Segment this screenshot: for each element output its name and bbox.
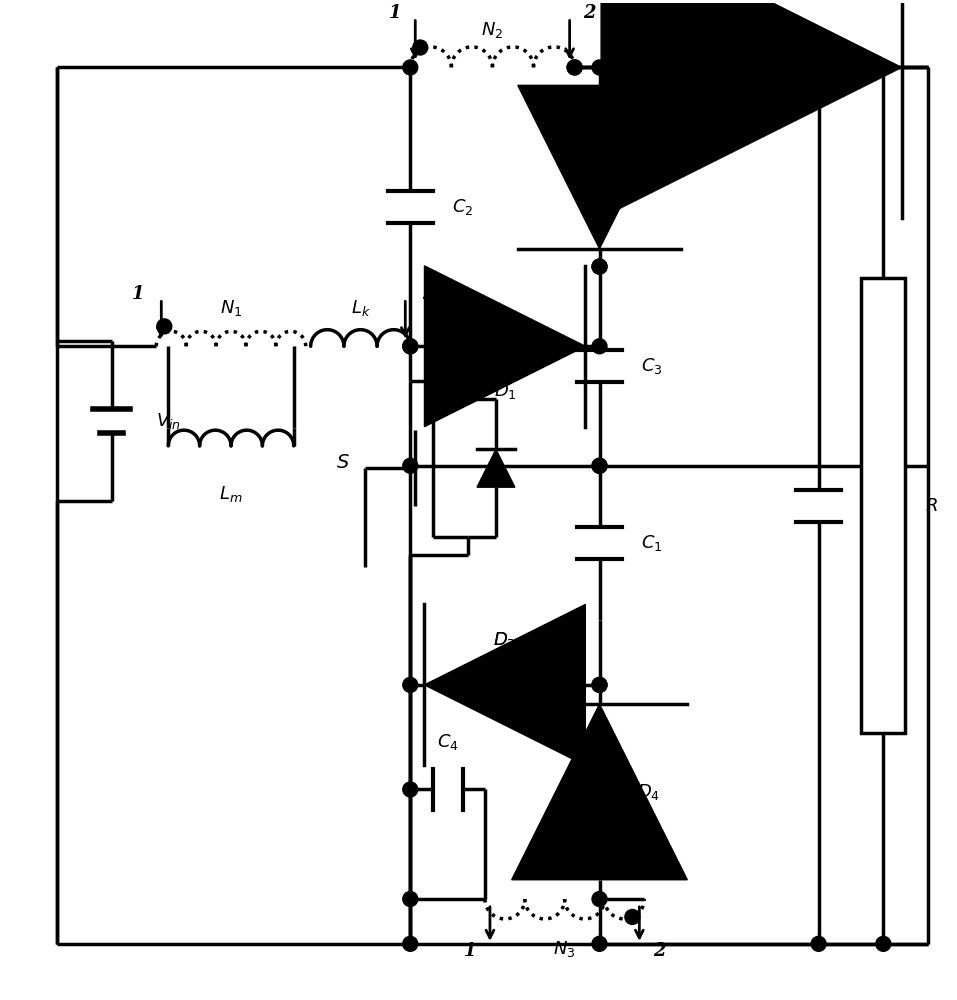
Circle shape [876, 936, 891, 951]
Circle shape [568, 60, 582, 75]
Text: $D_2$: $D_2$ [637, 157, 660, 177]
Bar [861, 278, 905, 733]
Text: 1: 1 [389, 4, 402, 22]
Text: $C_2$: $C_2$ [452, 197, 474, 217]
Circle shape [592, 60, 607, 75]
Text: 1: 1 [132, 285, 145, 303]
Polygon shape [518, 85, 681, 249]
Text: $N_3$: $N_3$ [553, 939, 576, 959]
Text: 2: 2 [422, 285, 434, 303]
Text: $C_4$: $C_4$ [436, 732, 458, 752]
Circle shape [403, 677, 418, 692]
Text: $R$: $R$ [925, 497, 938, 515]
Text: $D_1$: $D_1$ [494, 381, 516, 401]
Text: $S$: $S$ [336, 454, 349, 472]
Circle shape [812, 60, 826, 75]
Text: $C_o$: $C_o$ [860, 496, 882, 516]
Text: 2: 2 [653, 942, 665, 960]
Circle shape [876, 60, 891, 75]
Polygon shape [512, 704, 687, 880]
Circle shape [592, 677, 607, 692]
Text: $D_3$: $D_3$ [494, 630, 516, 650]
Text: $C_3$: $C_3$ [641, 356, 663, 376]
Text: $N_1$: $N_1$ [220, 298, 242, 318]
Circle shape [403, 339, 418, 354]
Circle shape [592, 339, 607, 354]
Polygon shape [601, 0, 901, 218]
Text: $C_1$: $C_1$ [641, 533, 663, 553]
Circle shape [812, 936, 826, 951]
Text: $L_k$: $L_k$ [350, 298, 370, 318]
Circle shape [592, 892, 607, 906]
Text: $D_o$: $D_o$ [732, 10, 755, 30]
Circle shape [412, 40, 428, 55]
Text: $D_4$: $D_4$ [637, 782, 660, 802]
Circle shape [592, 677, 607, 692]
Circle shape [403, 60, 418, 75]
Circle shape [403, 892, 418, 906]
Text: 2: 2 [584, 4, 596, 22]
Circle shape [592, 259, 607, 274]
Text: $L_m$: $L_m$ [219, 484, 243, 504]
Circle shape [568, 60, 582, 75]
Circle shape [592, 458, 607, 473]
Circle shape [403, 458, 418, 473]
Circle shape [403, 936, 418, 951]
Circle shape [592, 458, 607, 473]
Circle shape [592, 936, 607, 951]
Polygon shape [477, 449, 515, 487]
Circle shape [403, 339, 418, 354]
Polygon shape [425, 266, 586, 427]
Text: $D_o$: $D_o$ [740, 13, 763, 33]
Circle shape [625, 909, 640, 924]
Polygon shape [425, 604, 586, 765]
Circle shape [592, 259, 607, 274]
Text: $D_3$: $D_3$ [494, 630, 516, 650]
Text: $V_{in}$: $V_{in}$ [156, 411, 181, 431]
Text: 1: 1 [464, 942, 477, 960]
Circle shape [403, 782, 418, 797]
Text: $N_2$: $N_2$ [481, 20, 503, 40]
Circle shape [157, 319, 171, 334]
